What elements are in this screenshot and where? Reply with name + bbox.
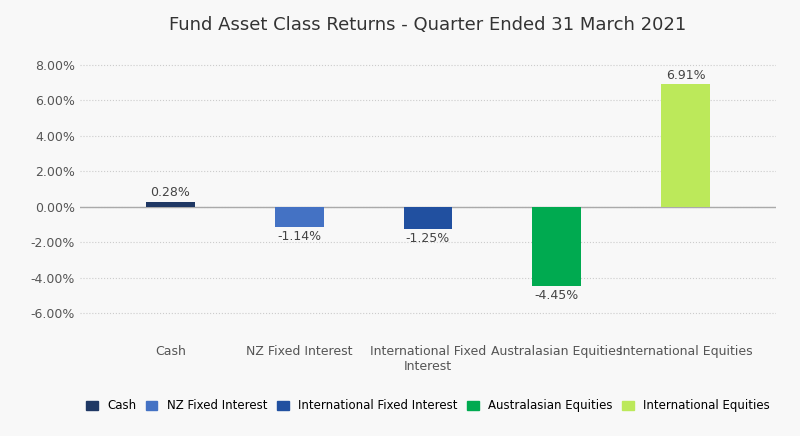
Bar: [274, 207, 323, 227]
Bar: [533, 207, 582, 286]
Title: Fund Asset Class Returns - Quarter Ended 31 March 2021: Fund Asset Class Returns - Quarter Ended…: [170, 16, 686, 34]
Bar: [403, 207, 453, 229]
Text: -1.14%: -1.14%: [277, 230, 321, 243]
Text: 6.91%: 6.91%: [666, 68, 706, 82]
Text: 0.28%: 0.28%: [150, 186, 190, 199]
Legend: Cash, NZ Fixed Interest, International Fixed Interest, Australasian Equities, In: Cash, NZ Fixed Interest, International F…: [86, 399, 770, 412]
Bar: [146, 202, 194, 207]
Bar: [662, 84, 710, 207]
Text: -1.25%: -1.25%: [406, 232, 450, 245]
Text: -4.45%: -4.45%: [534, 289, 579, 302]
